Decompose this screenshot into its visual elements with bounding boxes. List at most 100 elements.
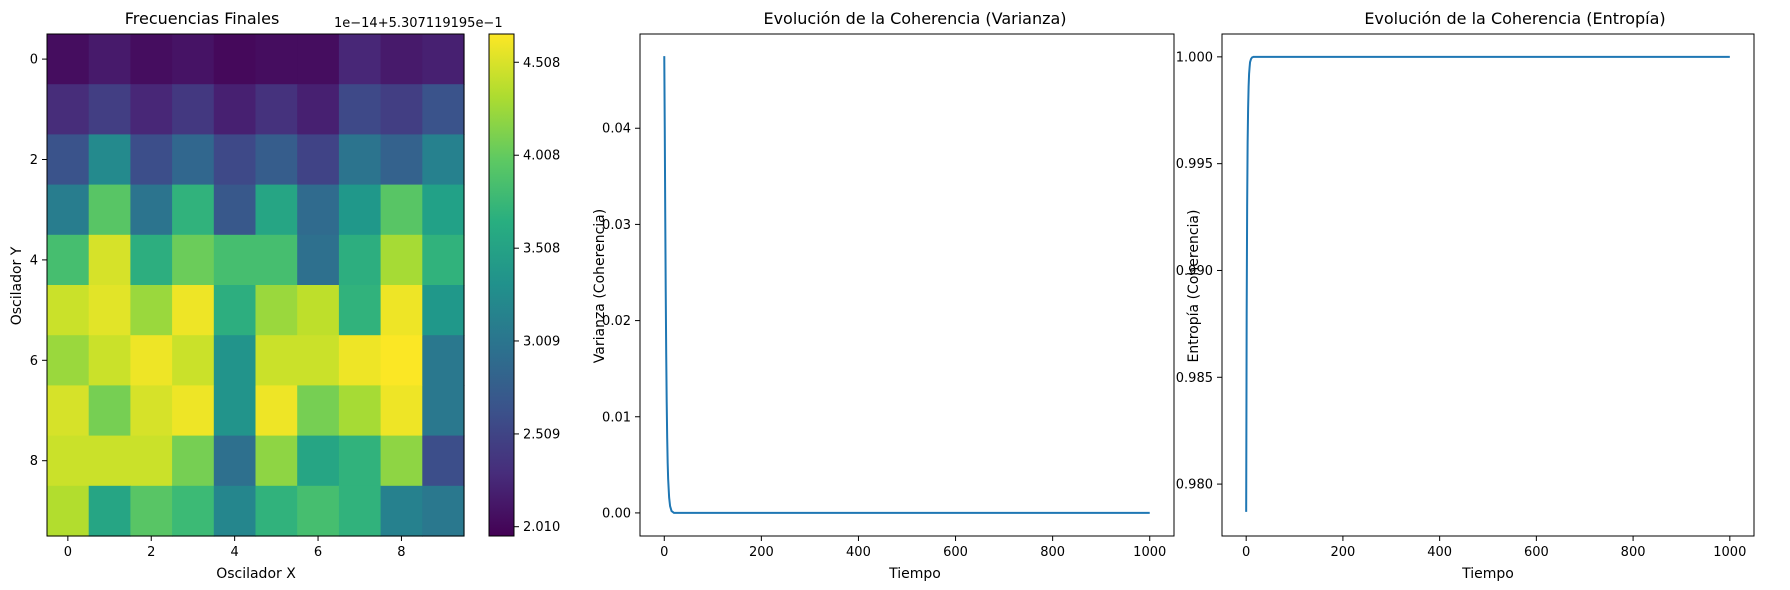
colorbar-ticks: 2.010 2.509 3.009 3.508 4.008 4.508 — [514, 56, 560, 535]
heatmap-cell — [255, 134, 298, 186]
heatmap-cell — [213, 285, 257, 336]
heatmap-x-ticks: 0 2 4 6 8 — [64, 536, 406, 560]
entropy-x-ticks: 0 200 400 600 800 1000 — [1242, 536, 1746, 560]
heatmap-cell — [213, 335, 257, 386]
heatmap-cell — [255, 335, 298, 386]
heatmap-cell — [255, 385, 298, 437]
heatmap-cell — [172, 134, 215, 186]
heatmap-cell — [88, 385, 131, 437]
heatmap-cell — [213, 234, 257, 286]
heatmap-cell — [380, 385, 423, 437]
heatmap-cell — [380, 435, 423, 487]
heatmap-cell — [88, 184, 131, 236]
entropy-y-label: Entropía (Coherencia) — [1186, 210, 1202, 363]
heatmap-cell — [338, 34, 382, 85]
colorbar-offset-text: 1e−14+5.307119195e−1 — [334, 16, 503, 31]
heatmap-cell — [297, 234, 340, 286]
heatmap-x-tick-label: 0 — [64, 545, 72, 560]
heatmap-cell — [255, 84, 298, 135]
heatmap-cell — [422, 335, 465, 386]
x-tick-label: 0 — [1242, 545, 1250, 560]
entropy-title: Evolución de la Coherencia (Entropía) — [1364, 9, 1665, 28]
heatmap-cell — [297, 435, 340, 487]
heatmap-cell — [297, 385, 340, 437]
heatmap-cell — [297, 84, 340, 135]
heatmap-x-tick-label: 6 — [314, 545, 322, 560]
x-tick-label: 400 — [846, 545, 871, 560]
entropy-series-line — [1245, 55, 1730, 512]
heatmap-cell — [422, 184, 465, 236]
x-tick-label: 400 — [1427, 545, 1452, 560]
heatmap-cell — [172, 285, 215, 336]
heatmap-cell — [172, 485, 215, 537]
heatmap-cell — [422, 435, 465, 487]
heatmap-cell — [297, 285, 340, 336]
y-tick-label: 0.980 — [1176, 478, 1213, 493]
heatmap-cell — [297, 335, 340, 386]
heatmap-cell — [338, 134, 382, 186]
heatmap-cell — [338, 234, 382, 286]
heatmap-cell — [47, 34, 90, 85]
heatmap-cell — [47, 84, 90, 135]
heatmap-cell — [380, 134, 423, 186]
heatmap-y-tick-label: 2 — [30, 153, 38, 168]
y-tick-label: 0.03 — [602, 218, 631, 233]
heatmap-cell — [380, 34, 423, 85]
entropy-panel: Evolución de la Coherencia (Entropía) 0 2… — [1176, 9, 1755, 582]
variance-panel: Evolución de la Coherencia (Varianza) 0 2… — [592, 9, 1175, 582]
x-tick-label: 1000 — [1133, 545, 1166, 560]
y-tick-label: 1.000 — [1176, 50, 1213, 65]
heatmap-cell — [255, 485, 298, 537]
heatmap-cell — [130, 435, 173, 487]
heatmap-cell — [422, 285, 465, 336]
heatmap-cell — [213, 485, 257, 537]
entropy-frame — [1221, 33, 1755, 537]
heatmap-x-tick-label: 2 — [147, 545, 155, 560]
y-tick-label: 0.02 — [602, 314, 631, 329]
heatmap-cell — [130, 84, 173, 135]
heatmap-cell — [47, 285, 90, 336]
heatmap-cell — [172, 84, 215, 135]
colorbar-tick-label: 4.508 — [523, 56, 560, 71]
heatmap-cell — [47, 234, 90, 286]
y-tick-label: 0.04 — [602, 122, 631, 137]
heatmap-cell — [422, 485, 465, 537]
heatmap-cell — [172, 34, 215, 85]
heatmap-cell — [130, 335, 173, 386]
colorbar-tick-label: 2.010 — [523, 520, 560, 535]
heatmap-cell — [130, 285, 173, 336]
heatmap-cell — [422, 84, 465, 135]
heatmap-cell — [47, 134, 90, 186]
heatmap-cell — [172, 385, 215, 437]
heatmap-x-tick-label: 8 — [397, 545, 405, 560]
heatmap-cell — [380, 184, 423, 236]
heatmap-cell — [130, 234, 173, 286]
heatmap-cell — [130, 34, 173, 85]
heatmap-cell — [297, 34, 340, 85]
heatmap-y-ticks: 0 2 4 6 8 — [30, 53, 47, 469]
heatmap-cell — [88, 435, 131, 487]
y-tick-label: 0.990 — [1176, 264, 1213, 279]
variance-frame — [639, 33, 1175, 537]
y-tick-label: 0.995 — [1176, 157, 1213, 172]
heatmap-cell — [88, 134, 131, 186]
heatmap-cell — [47, 485, 90, 537]
heatmap-x-label: Oscilador X — [216, 566, 296, 582]
heatmap-cell — [255, 435, 298, 487]
heatmap-y-tick-label: 6 — [30, 354, 38, 369]
heatmap-cell — [47, 435, 90, 487]
heatmap-cell — [172, 184, 215, 236]
heatmap-cell — [213, 435, 257, 487]
y-tick-label: 0.01 — [602, 410, 631, 425]
y-tick-label: 0.00 — [602, 506, 631, 521]
heatmap-cell — [380, 84, 423, 135]
heatmap-cell — [172, 335, 215, 386]
x-tick-label: 1000 — [1713, 545, 1746, 560]
x-tick-label: 0 — [660, 545, 668, 560]
heatmap-cell — [130, 184, 173, 236]
heatmap-cell — [47, 335, 90, 386]
heatmap-panel: Frecuencias Finales 0 2 4 6 8 0 2 4 6 8 Oscilado… — [9, 9, 560, 582]
heatmap-cell — [255, 234, 298, 286]
heatmap-cell — [255, 285, 298, 336]
